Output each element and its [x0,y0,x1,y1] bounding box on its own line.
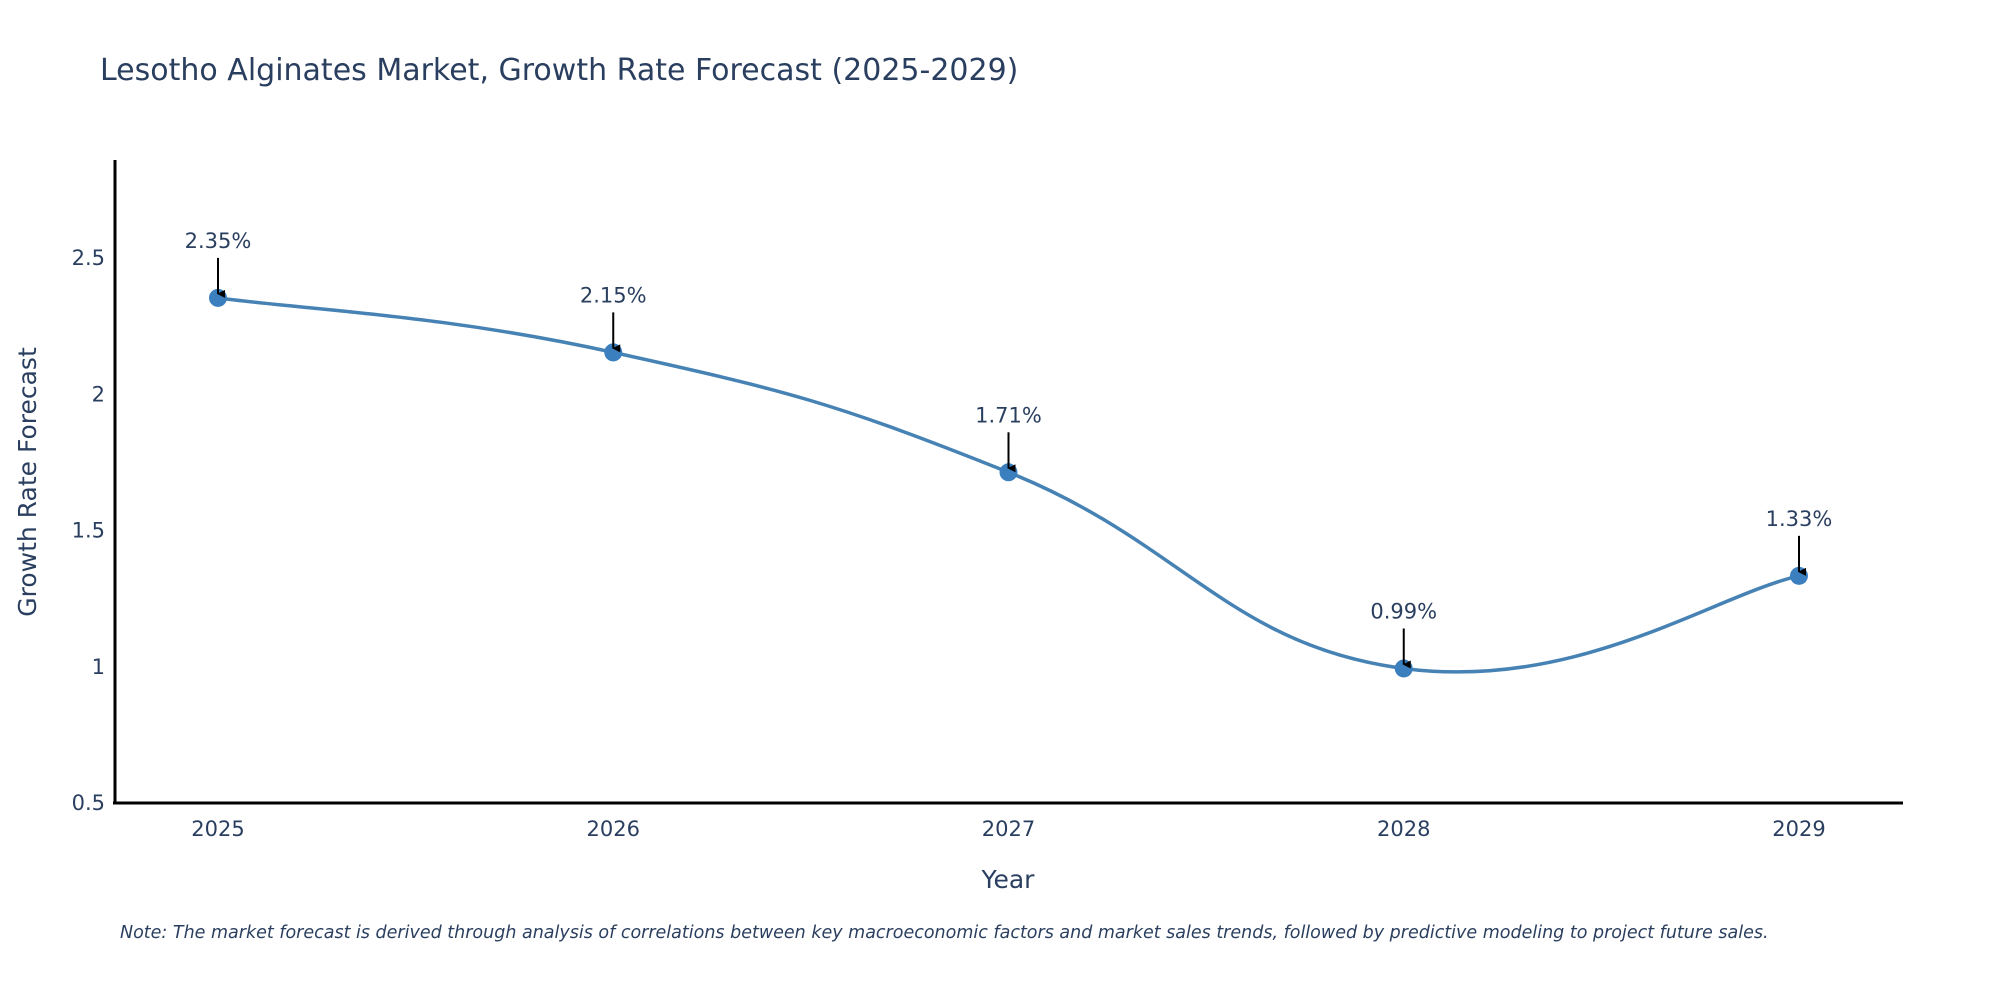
y-axis-ticks: 0.5 1 1.5 2 2.5 [72,246,105,815]
chart-title: Lesotho Alginates Market, Growth Rate Fo… [100,53,1018,88]
x-tick-label: 2029 [1772,817,1825,841]
footnote: Note: The market forecast is derived thr… [120,923,1769,943]
x-tick-label: 2025 [191,817,244,841]
y-tick-label: 1.5 [72,519,105,543]
data-label: 2.15% [580,283,647,307]
series-points [209,288,1808,678]
x-tick-label: 2026 [587,817,640,841]
y-tick-label: 1 [92,655,105,679]
y-axis-title: Growth Rate Forecast [13,347,42,617]
data-annotations: 2.35% 2.15% 1.71% 0.99% 1.33% [185,229,1833,669]
data-label: 1.33% [1766,507,1833,531]
x-axis-title: Year [981,865,1036,894]
x-tick-label: 2028 [1377,817,1430,841]
series-line [217,296,1800,674]
x-tick-label: 2027 [982,817,1035,841]
data-label: 2.35% [185,229,252,253]
y-tick-label: 2 [92,382,105,406]
data-label: 0.99% [1370,599,1437,623]
y-tick-label: 0.5 [72,791,105,815]
x-axis-ticks: 2025 2026 2027 2028 2029 [191,817,1825,841]
data-label: 1.71% [975,403,1042,427]
y-tick-label: 2.5 [72,246,105,270]
